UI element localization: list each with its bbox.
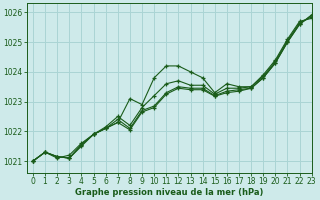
X-axis label: Graphe pression niveau de la mer (hPa): Graphe pression niveau de la mer (hPa) bbox=[75, 188, 263, 197]
